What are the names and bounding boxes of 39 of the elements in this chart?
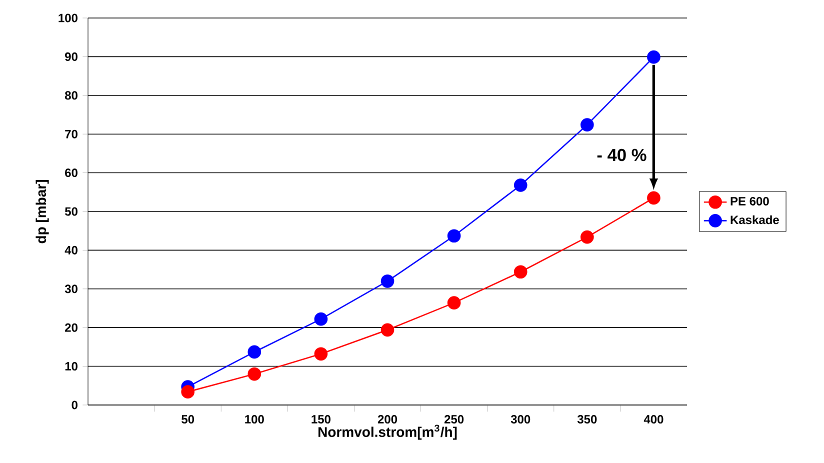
x-tick-label: 300: [510, 415, 530, 424]
y-tick-label: 80: [64, 91, 78, 100]
legend-label: Kaskade: [730, 215, 779, 224]
point: [514, 265, 528, 279]
point: [181, 385, 195, 398]
point: [248, 345, 262, 359]
annotation: - 40 %: [597, 148, 646, 162]
point: [248, 367, 262, 381]
x-tick-label: 400: [644, 415, 664, 424]
legend-label: PE 600: [730, 196, 769, 206]
point: [447, 296, 461, 310]
y-tick-label: 40: [64, 246, 78, 254]
y-tick-label: 100: [58, 14, 78, 22]
point: [580, 118, 594, 132]
point: [314, 312, 328, 326]
x-axis-title: Normvol.strom[m$^{3}$/h]: [318, 424, 457, 440]
y-axis-title: dp [mbar]: [36, 180, 49, 244]
point: [380, 274, 394, 288]
point: [580, 230, 594, 244]
y-tick-label: 90: [65, 52, 78, 61]
x-tick-label: 200: [378, 415, 398, 424]
x-tick-label: 350: [577, 415, 597, 424]
point: [514, 178, 528, 192]
y-tick-label: 50: [64, 207, 78, 216]
x-tick-label: 150: [312, 415, 330, 424]
x-tick-label: 250: [444, 415, 464, 424]
point: [380, 323, 394, 337]
point: [314, 347, 328, 361]
point: [647, 50, 660, 64]
y-tick-label: 0: [72, 400, 78, 410]
y-tick-label: 20: [65, 323, 78, 332]
x-tick-label: 100: [245, 415, 264, 424]
x-tick-label: 50: [182, 415, 194, 424]
point: [447, 229, 461, 243]
y-tick-label: 70: [65, 130, 78, 138]
y-tick-label: 30: [64, 284, 78, 294]
point: [647, 191, 660, 205]
y-tick-label: 10: [65, 362, 78, 371]
y-tick-label: 60: [65, 168, 78, 178]
